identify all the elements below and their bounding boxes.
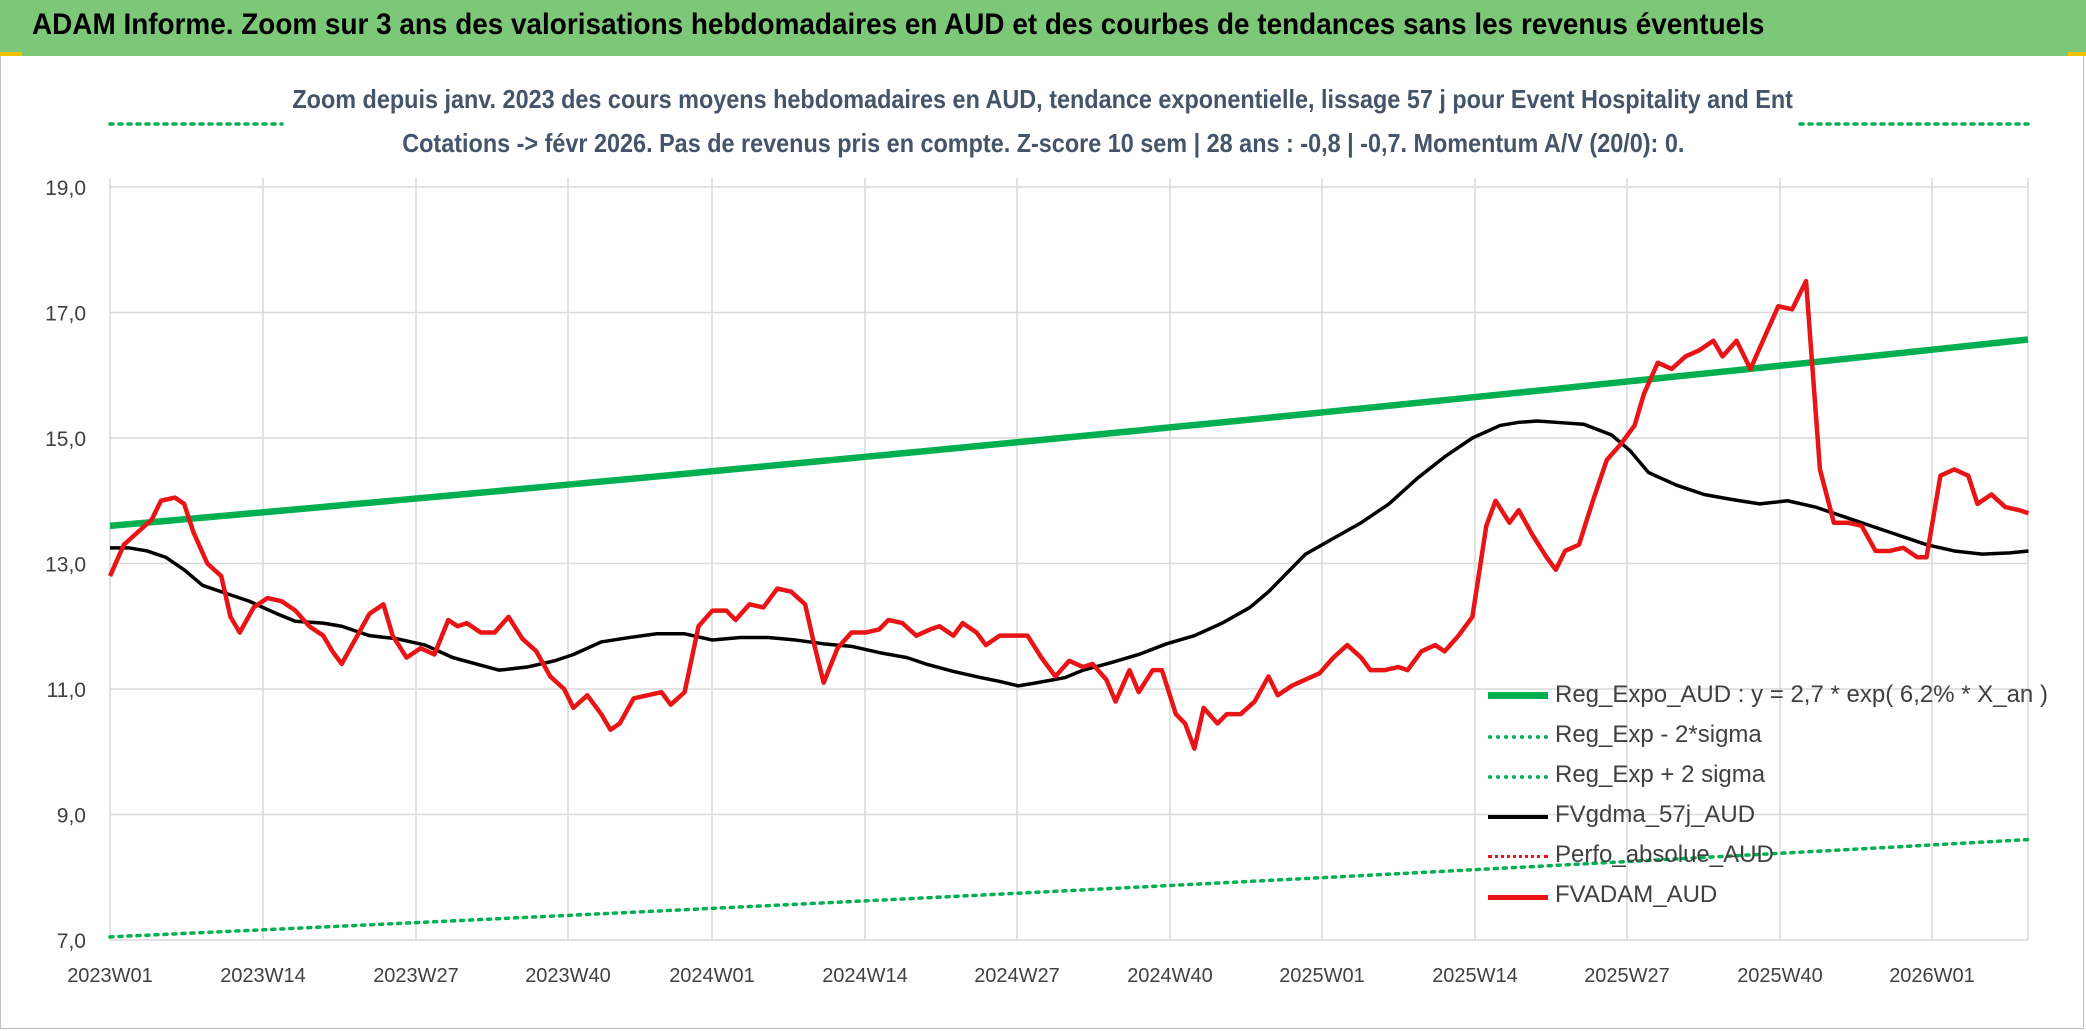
chart-subtitle-line1-text: Zoom depuis janv. 2023 des cours moyens … — [292, 84, 1794, 114]
series-reg-expo-line — [109, 336, 2029, 530]
x-axis-labels: 2023W01 2023W14 2023W27 2023W40 2024W01 2024W… — [67, 965, 1975, 987]
report-banner: ADAM Informe. Zoom sur 3 ans des valoris… — [0, 0, 2086, 56]
legend-label-fvadam: FVADAM_AUD — [1555, 881, 1718, 908]
x-tick-label: 2024W01 — [669, 965, 755, 987]
legend-label-fvgdma: FVgdma_57j_AUD — [1555, 801, 1756, 828]
y-tick-label: 17,0 — [45, 303, 86, 326]
legend-label-reg-expo: Reg_Expo_AUD : y = 2,7 * exp( 6,2% * X_a… — [1555, 681, 2048, 708]
y-tick-label: 19,0 — [45, 177, 86, 200]
x-tick-label: 2023W01 — [67, 965, 153, 987]
y-axis-labels: 7,0 9,0 11,0 13,0 15,0 17,0 19,0 — [45, 177, 86, 953]
x-tick-label: 2024W27 — [974, 965, 1060, 987]
x-tick-label: 2025W27 — [1584, 965, 1670, 987]
x-tick-label: 2025W01 — [1279, 965, 1365, 987]
legend-label-reg-exp-plus: Reg_Exp + 2 sigma — [1555, 761, 1766, 788]
x-tick-label: 2024W40 — [1127, 965, 1213, 987]
banner-accent-right — [2068, 52, 2086, 56]
y-tick-label: 13,0 — [45, 554, 86, 577]
series-fvadam-line — [107, 278, 2030, 751]
chart-frame — [0, 56, 2084, 1029]
legend-swatch-reg-exp-plus — [1488, 775, 1548, 779]
banner-accent-left — [0, 52, 22, 56]
x-tick-label: 2026W01 — [1889, 965, 1975, 987]
series-reg-exp-minus-line — [108, 837, 2030, 939]
chart-legend: Reg_Expo_AUD : y = 2,7 * exp( 6,2% * X_a… — [1488, 676, 2048, 916]
chart-subtitle-line1: Zoom depuis janv. 2023 des cours moyens … — [0, 84, 2086, 115]
legend-swatch-reg-expo — [1488, 692, 1548, 699]
y-tick-label: 9,0 — [57, 805, 86, 828]
chart-subtitle-line2: Cotations -> févr 2026. Pas de revenus p… — [0, 128, 2086, 159]
legend-swatch-reg-exp-minus — [1488, 735, 1548, 739]
legend-item-fvgdma: FVgdma_57j_AUD — [1488, 796, 2048, 836]
legend-item-fvadam: FVADAM_AUD — [1488, 876, 2048, 916]
chart-subtitle-line2-text: Cotations -> févr 2026. Pas de revenus p… — [401, 128, 1685, 158]
legend-label-perfo: Perfo_absolue_AUD — [1555, 841, 1774, 868]
legend-swatch-perfo — [1488, 855, 1548, 858]
legend-swatch-fvadam — [1488, 895, 1548, 900]
x-tick-label: 2023W40 — [525, 965, 611, 987]
legend-item-reg-expo: Reg_Expo_AUD : y = 2,7 * exp( 6,2% * X_a… — [1488, 676, 2048, 716]
x-tick-label: 2025W40 — [1737, 965, 1823, 987]
plot-lines — [107, 122, 2030, 939]
legend-swatch-fvgdma — [1488, 815, 1548, 819]
y-tick-label: 7,0 — [57, 930, 86, 953]
y-tick-label: 11,0 — [47, 679, 86, 702]
legend-item-reg-exp-plus: Reg_Exp + 2 sigma — [1488, 756, 2048, 796]
report-title: ADAM Informe. Zoom sur 3 ans des valoris… — [32, 8, 1765, 41]
legend-label-reg-exp-minus: Reg_Exp - 2*sigma — [1555, 721, 1762, 748]
x-tick-label: 2023W14 — [220, 965, 306, 987]
x-tick-label: 2023W27 — [373, 965, 459, 987]
y-tick-label: 15,0 — [45, 428, 86, 451]
gridlines — [109, 178, 2029, 941]
legend-item-perfo: Perfo_absolue_AUD — [1488, 836, 2048, 876]
x-tick-label: 2025W14 — [1432, 965, 1518, 987]
legend-item-reg-exp-minus: Reg_Exp - 2*sigma — [1488, 716, 2048, 756]
x-tick-label: 2024W14 — [822, 965, 908, 987]
